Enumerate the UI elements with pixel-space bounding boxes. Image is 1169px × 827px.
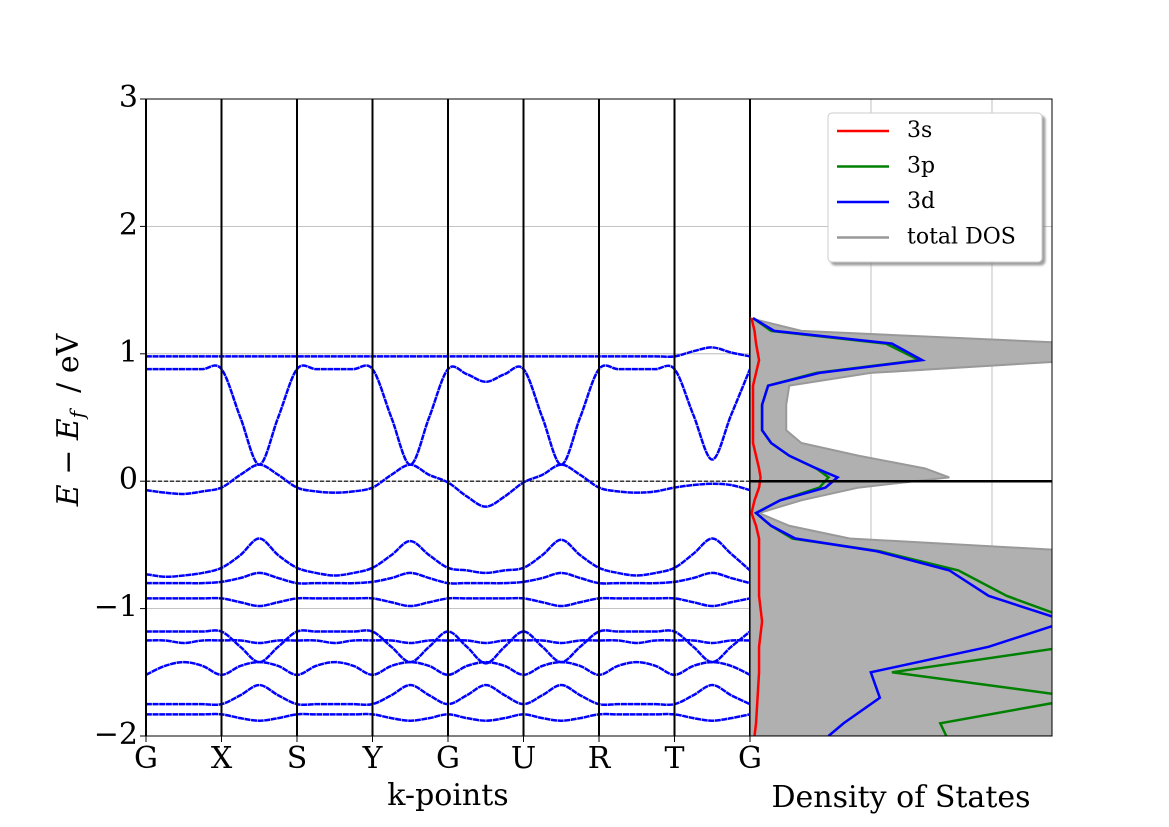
x-tick-label: X [211, 741, 233, 776]
x-tick-label: U [511, 741, 536, 776]
dos-plot [750, 317, 1052, 736]
legend-box [827, 112, 1043, 263]
band [146, 639, 750, 645]
x-axis-label: Density of States [771, 780, 1030, 815]
y-tick-label: 2 [119, 207, 138, 242]
y-tick-label: −1 [94, 590, 138, 625]
legend-label: 3d [907, 189, 935, 214]
y-label-unit: / eV [51, 332, 86, 392]
dos-line [752, 317, 1052, 736]
y-label-main: E − E [51, 418, 86, 507]
legend-label: 3p [907, 154, 935, 179]
y-tick-label: −2 [94, 717, 138, 752]
y-tick-label: 0 [119, 462, 138, 497]
dos-area [750, 317, 1052, 736]
legend: 3s 3p 3d total DOS [827, 112, 1043, 263]
x-tick-label: S [287, 741, 308, 776]
x-tick-label: G [134, 741, 158, 776]
x-tick-label: T [664, 741, 684, 776]
dos-line [750, 317, 764, 736]
legend-label: 3s [907, 118, 932, 143]
plot-layer: −2 −1 0 1 2 3 G X S Y G U R T G 3s 3p 3d total DOS [94, 80, 1053, 776]
x-tick-label: Y [362, 741, 384, 776]
x-tick-label: G [436, 741, 460, 776]
x-axis-label: k-points [387, 778, 508, 813]
x-tick-label: G [738, 741, 762, 776]
y-tick-label: 3 [119, 80, 138, 115]
y-axis-label: E − Ef/ eV [51, 332, 89, 507]
y-tick-label: 1 [119, 335, 138, 370]
x-tick-label: R [588, 741, 612, 776]
axes-frame [749, 98, 1053, 737]
legend-label: total DOS [907, 225, 1016, 250]
